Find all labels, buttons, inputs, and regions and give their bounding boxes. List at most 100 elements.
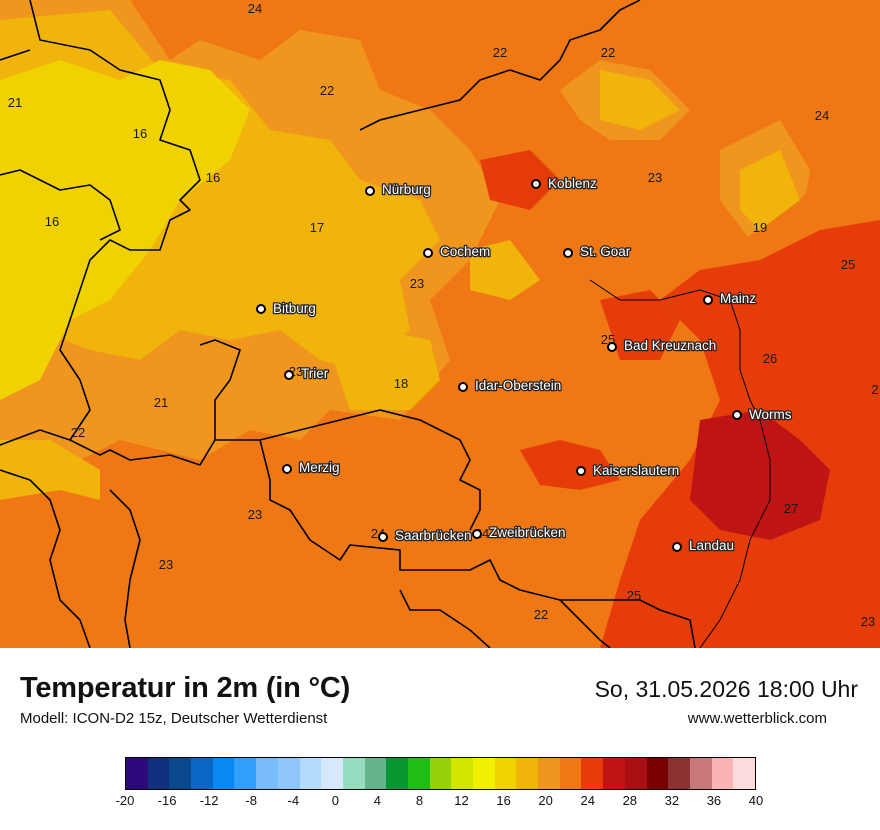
legend-tick-label: 36 <box>706 793 722 808</box>
legend-swatch <box>494 758 517 789</box>
value-label: 24 <box>248 1 262 16</box>
temperature-zone-18c <box>330 330 440 410</box>
city-worms[interactable]: Worms <box>732 406 793 423</box>
website-link[interactable]: www.wetterblick.com <box>687 710 827 727</box>
city-dot <box>472 529 482 539</box>
value-label: 23 <box>248 507 262 522</box>
city-label: Saarbrücken <box>395 528 472 543</box>
city-cochem[interactable]: Cochem <box>423 243 492 260</box>
temperature-zone-24c <box>600 290 680 360</box>
city-idar-oberstein[interactable]: Idar-Oberstein <box>458 377 563 394</box>
value-label: 19 <box>753 220 767 235</box>
city-label: Kaiserslautern <box>593 463 679 478</box>
value-label: 22 <box>320 83 334 98</box>
legend-swatch <box>473 758 495 789</box>
city-mainz[interactable]: Mainz <box>703 290 758 307</box>
value-label: 23 <box>861 614 875 629</box>
value-label: 17 <box>310 220 324 235</box>
city-dot <box>284 370 294 380</box>
legend-swatch <box>147 758 170 789</box>
legend-swatch <box>126 758 148 789</box>
legend-swatch <box>386 758 408 789</box>
city-bitburg[interactable]: Bitburg <box>256 300 317 317</box>
legend-swatch <box>191 758 213 789</box>
forecast-datetime: So, 31.05.2026 18:00 Uhr <box>594 676 858 702</box>
city-koblenz[interactable]: Koblenz <box>531 175 598 192</box>
city-label: Nürburg <box>382 182 431 197</box>
map-title: Temperatur in 2m (in °C) <box>20 672 351 704</box>
temperature-zone-18d <box>600 70 680 130</box>
legend-tick-label: 16 <box>496 793 511 808</box>
value-label: 16 <box>206 170 220 185</box>
value-label: 18 <box>394 376 408 391</box>
legend-tick-label: 32 <box>664 793 680 808</box>
legend-tick-label: -4 <box>287 793 300 808</box>
temperature-zone-26 <box>690 410 830 540</box>
value-label: 26 <box>763 351 777 366</box>
value-label: 2 <box>871 382 878 397</box>
legend-swatch <box>711 758 734 789</box>
legend-tick-label: 20 <box>538 793 553 808</box>
city-label: St. Goar <box>580 244 631 259</box>
city-dot <box>282 464 292 474</box>
city-dot <box>576 466 586 476</box>
rivers-and-lines <box>589 279 771 648</box>
value-label: 23 <box>159 557 173 572</box>
legend-tick-label: -20 <box>115 793 135 808</box>
legend-swatch <box>429 758 452 789</box>
temperature-zone-18b <box>470 240 540 300</box>
state-borders <box>0 0 696 648</box>
city-label: Koblenz <box>548 176 597 191</box>
city-label: Idar-Oberstein <box>475 378 561 393</box>
legend-swatch <box>212 758 235 789</box>
city-label: Bad Kreuznach <box>624 338 716 353</box>
city-dot <box>458 382 468 392</box>
city-merzig[interactable]: Merzig <box>282 459 341 476</box>
legend-tick-label: 0 <box>331 793 339 808</box>
city-label: Trier <box>301 366 329 381</box>
city-dot <box>378 532 388 542</box>
city-dot <box>256 304 266 314</box>
city-nurburg[interactable]: Nürburg <box>365 181 432 198</box>
temperature-zone-18e <box>740 150 800 230</box>
value-label: 21 <box>8 95 22 110</box>
legend-tick-label: 28 <box>622 793 638 808</box>
legend-swatch <box>321 758 343 789</box>
legend-swatch <box>559 758 582 789</box>
city-dot <box>365 186 375 196</box>
legend-tick-label: -12 <box>199 793 219 808</box>
legend-swatch <box>689 758 712 789</box>
legend-swatch <box>364 758 387 789</box>
city-label: Worms <box>749 407 792 422</box>
city-landau[interactable]: Landau <box>672 537 735 554</box>
legend-tick-label: 24 <box>580 793 595 808</box>
temperature-map: 24 22 22 21 22 16 24 16 23 16 17 19 25 2… <box>0 0 880 648</box>
value-label: 24 <box>815 108 829 123</box>
value-label: 21 <box>154 395 168 410</box>
city-trier[interactable]: Trier <box>284 365 330 382</box>
city-dot <box>531 179 541 189</box>
value-label: 22 <box>534 607 548 622</box>
value-label: 25 <box>627 588 641 603</box>
city-kaiserslautern[interactable]: Kaiserslautern <box>576 462 681 479</box>
temperature-zone-18f <box>0 440 100 500</box>
city-bad-kreuznach[interactable]: Bad Kreuznach <box>607 337 718 354</box>
map-svg: 24 22 22 21 22 16 24 16 23 16 17 19 25 2… <box>0 0 880 648</box>
city-label: Cochem <box>440 244 490 259</box>
value-label: 23 <box>410 276 424 291</box>
legend-swatch <box>733 758 755 789</box>
city-st-goar[interactable]: St. Goar <box>563 243 632 260</box>
city-label: Zweibrücken <box>489 525 566 540</box>
city-dot <box>607 342 617 352</box>
model-info: Modell: ICON-D2 15z, Deutscher Wetterdie… <box>20 710 328 727</box>
legend-swatch <box>342 758 365 789</box>
value-label: 22 <box>493 45 507 60</box>
legend-swatch <box>668 758 690 789</box>
city-zweibruecken[interactable]: Zweibrücken <box>472 524 567 541</box>
city-label: Bitburg <box>273 301 316 316</box>
legend-swatch <box>169 758 192 789</box>
city-dot <box>563 248 573 258</box>
city-saarbruecken[interactable]: Saarbrücken <box>378 527 473 544</box>
legend-tick-label: -16 <box>157 793 177 808</box>
city-dot <box>732 410 742 420</box>
